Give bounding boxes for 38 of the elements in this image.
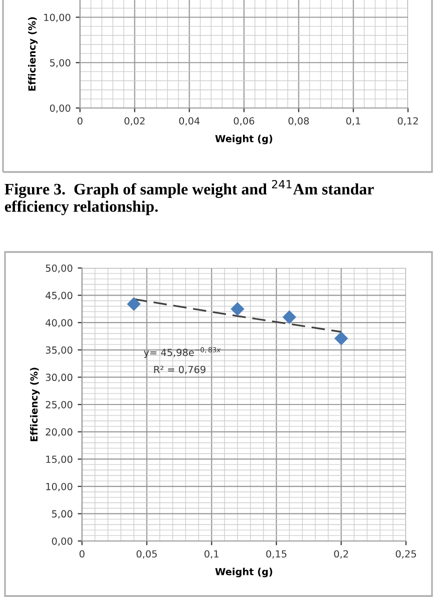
x-tick-label: 0	[78, 117, 82, 125]
text: Figure 3. Graph of sample weight and $^{241}$Am standar efficiency relationship.	[4, 180, 374, 216]
x-tick-label: 0,08	[288, 117, 309, 126]
annotation: y= 45,98e$^{−0,83x}$	[144, 347, 221, 358]
y-tick-label: 35,00	[46, 346, 72, 355]
x-tick-label: 0,04	[179, 117, 200, 126]
x-tick-label: 0	[80, 550, 84, 558]
y-tick-label: 30,00	[46, 374, 72, 382]
y-tick-label: 50,00	[46, 264, 72, 273]
y-tick-label: 25,00	[46, 400, 72, 410]
point	[230, 302, 244, 316]
point	[334, 332, 348, 346]
x-tick-label: 0,1	[204, 550, 218, 559]
x-tick-label: 0,02	[124, 117, 145, 126]
y-axis-title: Efficiency (%)	[28, 17, 38, 91]
y-tick-label: 10,00	[44, 14, 70, 22]
y-axis-title: Efficiency (%)	[30, 368, 40, 442]
y-tick-label: 5,00	[50, 59, 70, 68]
y-tick-label: 10,00	[46, 482, 72, 492]
x-axis-title: Weight (g)	[215, 568, 272, 578]
y-tick-label: 15,00	[46, 456, 72, 464]
x-tick-label: 0,15	[266, 550, 286, 559]
x-tick-label: 0,05	[136, 550, 157, 559]
y-tick-label: 40,00	[46, 319, 72, 328]
x-tick-label: 0,12	[398, 117, 418, 126]
y-tick-label: 0,00	[50, 104, 70, 113]
x-tick-label: 0,25	[396, 550, 416, 559]
y-tick-label: 5,00	[52, 510, 72, 519]
y-tick-label: 20,00	[46, 428, 72, 437]
x-tick-label: 0,06	[234, 117, 254, 126]
y-tick-label: 0,00	[52, 537, 72, 546]
x-axis-title: Weight (g)	[215, 134, 272, 144]
point	[282, 310, 296, 324]
x-tick-label: 0,2	[334, 550, 348, 559]
point	[127, 297, 140, 311]
annotation: R² = 0,769	[154, 366, 206, 374]
y-tick-label: 45,00	[46, 292, 72, 300]
x-tick-label: 0,1	[346, 117, 360, 126]
